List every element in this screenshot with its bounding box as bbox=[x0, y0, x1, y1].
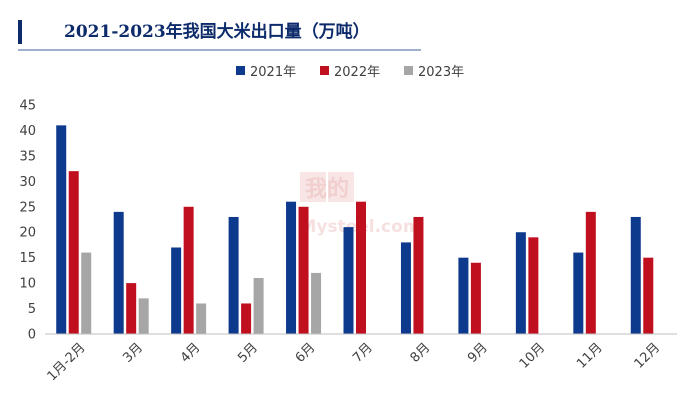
bar bbox=[458, 257, 469, 334]
watermark-logo-text: 我的 bbox=[305, 176, 349, 202]
x-tick-label: 10月 bbox=[517, 340, 548, 371]
bar bbox=[196, 303, 207, 334]
y-tick-label: 30 bbox=[19, 175, 36, 190]
y-tick-label: 35 bbox=[19, 149, 36, 164]
x-tick-label: 11月 bbox=[574, 340, 605, 371]
legend-label: 2023年 bbox=[418, 65, 464, 80]
y-tick-label: 25 bbox=[19, 200, 36, 215]
y-tick-label: 40 bbox=[19, 124, 36, 139]
bar bbox=[400, 242, 411, 334]
bar bbox=[298, 206, 309, 334]
x-tick-label: 12月 bbox=[632, 340, 663, 371]
legend-swatch bbox=[320, 66, 329, 75]
x-tick-label: 9月 bbox=[465, 340, 491, 366]
x-tick-label: 5月 bbox=[235, 340, 261, 366]
legend-label: 2021年 bbox=[250, 65, 296, 80]
bar bbox=[81, 252, 92, 334]
x-axis: 1月-2月 3月 4月 5月 6月 7月 8月 9月 10月 11月 12月 bbox=[45, 333, 677, 384]
bar bbox=[138, 298, 149, 334]
bar bbox=[253, 278, 264, 334]
x-tick-label: 8月 bbox=[408, 340, 434, 366]
bar bbox=[56, 125, 67, 334]
y-tick-label: 0 bbox=[28, 328, 36, 343]
bar bbox=[171, 247, 182, 334]
x-tick-label: 3月 bbox=[120, 340, 146, 366]
bar bbox=[528, 237, 539, 334]
bar bbox=[183, 206, 194, 334]
legend: 2021年 2022年 2023年 bbox=[236, 65, 464, 80]
legend-label: 2022年 bbox=[334, 65, 380, 80]
x-tick-label: 7月 bbox=[350, 340, 376, 366]
x-tick-label: 6月 bbox=[293, 340, 319, 366]
y-axis: 0 5 10 15 20 25 30 35 40 45 bbox=[19, 99, 36, 343]
bar bbox=[515, 232, 526, 334]
bar bbox=[470, 262, 481, 334]
bar bbox=[573, 252, 584, 334]
title-accent-bar bbox=[18, 20, 22, 44]
bar bbox=[241, 303, 252, 334]
bar bbox=[356, 201, 366, 334]
bar bbox=[113, 211, 124, 334]
bars bbox=[56, 125, 654, 334]
bar bbox=[126, 283, 137, 334]
bar bbox=[68, 171, 79, 334]
x-tick-label: 4月 bbox=[178, 340, 204, 366]
y-tick-label: 15 bbox=[19, 251, 36, 266]
title-underline bbox=[18, 49, 421, 51]
y-tick-label: 45 bbox=[19, 99, 36, 114]
bar bbox=[343, 227, 354, 334]
y-tick-label: 10 bbox=[19, 277, 36, 292]
x-tick-label: 1月-2月 bbox=[45, 340, 89, 384]
chart-title-block: 2021-2023年我国大米出口量（万吨） bbox=[18, 18, 421, 51]
bar bbox=[630, 216, 641, 334]
legend-swatch bbox=[404, 66, 413, 75]
bar bbox=[585, 211, 596, 334]
bar bbox=[228, 216, 239, 334]
watermark-box-1 bbox=[300, 172, 326, 202]
chart-title: 2021-2023年我国大米出口量（万吨） bbox=[64, 22, 370, 42]
bar bbox=[311, 272, 322, 334]
bar bbox=[286, 201, 297, 334]
bar bbox=[413, 216, 424, 334]
y-tick-label: 20 bbox=[19, 226, 36, 241]
watermark-box-2 bbox=[328, 172, 354, 202]
legend-swatch bbox=[236, 66, 245, 75]
bar bbox=[643, 257, 654, 334]
y-tick-label: 5 bbox=[28, 302, 36, 317]
